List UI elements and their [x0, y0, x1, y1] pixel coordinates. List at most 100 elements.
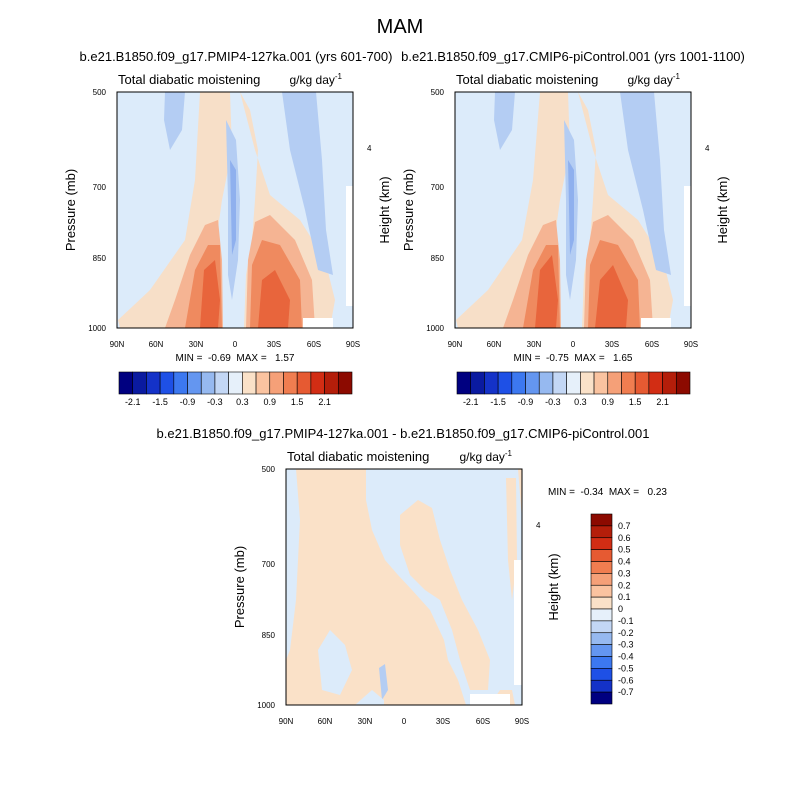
panel-2-colorbar-swatch: [566, 371, 581, 395]
panel-3-colorbar-label: 0.6: [618, 533, 631, 543]
panel-2-min-max: MIN = -0.75 MAX = 1.65: [514, 353, 633, 364]
panel-3-colorbar-label: -0.5: [618, 663, 634, 673]
panel-1: b.e21.B1850.f09_g17.PMIP4-127ka.001 (yrs…: [63, 49, 392, 407]
panel-1-xtick: 0: [233, 340, 238, 349]
panel-1-colorbar-swatch: [173, 371, 188, 395]
panel-3-colorbar-swatch: [590, 561, 613, 574]
panel-1-colorbar-swatch: [146, 371, 161, 395]
panel-1-x-ticks: 90N 60N 30N 0 30S 60S 90S: [110, 340, 360, 349]
panel-2-xtick: 90S: [684, 340, 698, 349]
panel-3-x-ticks: 90N 60N 30N 0 30S 60S 90S: [279, 717, 529, 726]
panel-3-colorbar-swatch: [590, 549, 613, 562]
panel-1-colorbar-swatch: [159, 371, 175, 395]
panel-3-right-tick-4: 4: [536, 521, 541, 530]
panel-2-units: g/kg day-1: [628, 72, 681, 87]
panel-3-colorbar-swatch: [590, 537, 613, 550]
panel-1-xtick: 60N: [149, 340, 164, 349]
panel-1-ytick-500: 500: [93, 88, 107, 97]
panel-1-colorbar-label: -0.3: [207, 397, 223, 407]
panel-2-xtick: 90N: [448, 340, 463, 349]
panel-3-colorbar-swatch: [590, 584, 613, 598]
panel-1-colorbar-label: -0.9: [180, 397, 196, 407]
panel-1-y-axis-label: Pressure (mb): [63, 169, 78, 251]
panel-2-colorbar-swatch: [580, 371, 595, 395]
panel-3-colorbar-swatch: [590, 596, 613, 610]
panel-1-colorbar-label: 0.3: [236, 397, 249, 407]
panel-1-xtick: 60S: [307, 340, 321, 349]
panel-3-ytick-1000: 1000: [257, 701, 275, 710]
panel-3-variable-label: Total diabatic moistening: [287, 449, 429, 464]
panel-3-colorbar-label: 0: [618, 604, 623, 614]
panel-2-right-tick-4: 4: [705, 144, 710, 153]
panel-1-colorbar-swatch: [283, 371, 298, 395]
panel-3-colorbar-swatch: [590, 679, 613, 693]
panel-2-colorbar-swatch: [484, 371, 499, 395]
panel-1-colorbar-swatch: [324, 371, 339, 395]
panel-1-plot-area: [116, 91, 354, 329]
panel-1-title: b.e21.B1850.f09_g17.PMIP4-127ka.001 (yrs…: [80, 49, 393, 64]
panel-1-ytick-1000: 1000: [88, 324, 106, 333]
panel-3-colorbar-label: -0.6: [618, 675, 634, 685]
panel-3-colorbar-swatch: [590, 632, 613, 645]
panel-2-xtick: 30S: [605, 340, 619, 349]
panel-2-colorbar-label: 1.5: [629, 397, 642, 407]
panel-3-colorbar-label: 0.3: [618, 568, 631, 578]
panel-1-colorbar-swatch: [310, 371, 325, 395]
panel-2-ytick-700: 700: [431, 183, 445, 192]
panel-3-colorbar-label: -0.1: [618, 616, 634, 626]
panel-3-colorbar-swatch: [590, 525, 613, 539]
panel-1-xtick: 30N: [189, 340, 204, 349]
panel-2-colorbar-label: 0.3: [574, 397, 587, 407]
panel-2-colorbar-label: -2.1: [463, 397, 479, 407]
panel-2-xtick: 60N: [487, 340, 502, 349]
panel-3-colorbar-swatch: [590, 573, 613, 586]
panel-2-colorbar-swatch: [497, 371, 513, 395]
panel-1-colorbar-swatch: [187, 371, 202, 395]
panel-2-x-ticks: 90N 60N 30N 0 30S 60S 90S: [448, 340, 698, 349]
panel-3-xtick: 0: [402, 717, 407, 726]
panel-1-ytick-700: 700: [93, 183, 107, 192]
panel-1-xtick: 30S: [267, 340, 281, 349]
panel-3-ytick-500: 500: [262, 465, 276, 474]
panel-3-title: b.e21.B1850.f09_g17.PMIP4-127ka.001 - b.…: [157, 426, 650, 441]
panel-1-min-max: MIN = -0.69 MAX = 1.57: [176, 353, 295, 364]
panel-3-colorbar-swatch: [590, 668, 613, 681]
panel-2-ytick-500: 500: [431, 88, 445, 97]
panel-2-colorbar-swatch: [662, 371, 677, 395]
panel-3-colorbar: 0.70.60.50.40.30.20.10-0.1-0.2-0.3-0.4-0…: [590, 513, 634, 705]
panel-3-y-axis-label: Pressure (mb): [232, 546, 247, 628]
panel-2-colorbar-swatch: [675, 371, 691, 395]
panel-2-y-axis-label: Pressure (mb): [401, 169, 416, 251]
panel-3-ytick-850: 850: [262, 631, 276, 640]
panel-2-plot-area: [454, 91, 692, 329]
panel-2-colorbar-swatch: [525, 371, 540, 395]
panel-2-colorbar-swatch: [621, 371, 636, 395]
panel-1-colorbar-swatch: [132, 371, 147, 395]
panel-2-colorbar: -2.1 -1.5 -0.9 -0.3 0.3 0.9 1.5 2.1: [456, 371, 691, 407]
panel-3-xtick: 30N: [358, 717, 373, 726]
panel-1-y-ticks: 500 700 850 1000 4: [88, 88, 372, 333]
panel-1-colorbar-swatch: [214, 371, 229, 395]
panel-3-colorbar-label: 0.1: [618, 592, 631, 602]
panel-3: b.e21.B1850.f09_g17.PMIP4-127ka.001 - b.…: [157, 426, 668, 726]
panel-1-colorbar-label: 1.5: [291, 397, 304, 407]
panel-1-colorbar-swatch: [228, 371, 243, 395]
panel-3-colorbar-swatch: [590, 513, 613, 527]
panel-3-colorbar-label: 0.4: [618, 557, 631, 567]
panel-2-colorbar-swatch: [456, 371, 472, 395]
panel-3-xtick: 90S: [515, 717, 529, 726]
panel-2-colorbar-label: 0.9: [602, 397, 615, 407]
figure-title: MAM: [377, 16, 424, 38]
panel-3-xtick: 30S: [436, 717, 450, 726]
panel-1-right-tick-4: 4: [367, 144, 372, 153]
panel-1-colorbar-swatch: [118, 371, 134, 395]
panel-1-colorbar-label: 0.9: [264, 397, 277, 407]
panel-2-colorbar-swatch: [552, 371, 567, 395]
panel-2-colorbar-label: -0.3: [545, 397, 561, 407]
panel-1-colorbar-swatch: [269, 371, 284, 395]
panel-2-title: b.e21.B1850.f09_g17.CMIP6-piControl.001 …: [401, 49, 745, 64]
panel-2-xtick: 0: [571, 340, 576, 349]
panel-3-plot-area: [285, 468, 523, 706]
panel-2-colorbar-swatch: [648, 371, 663, 395]
